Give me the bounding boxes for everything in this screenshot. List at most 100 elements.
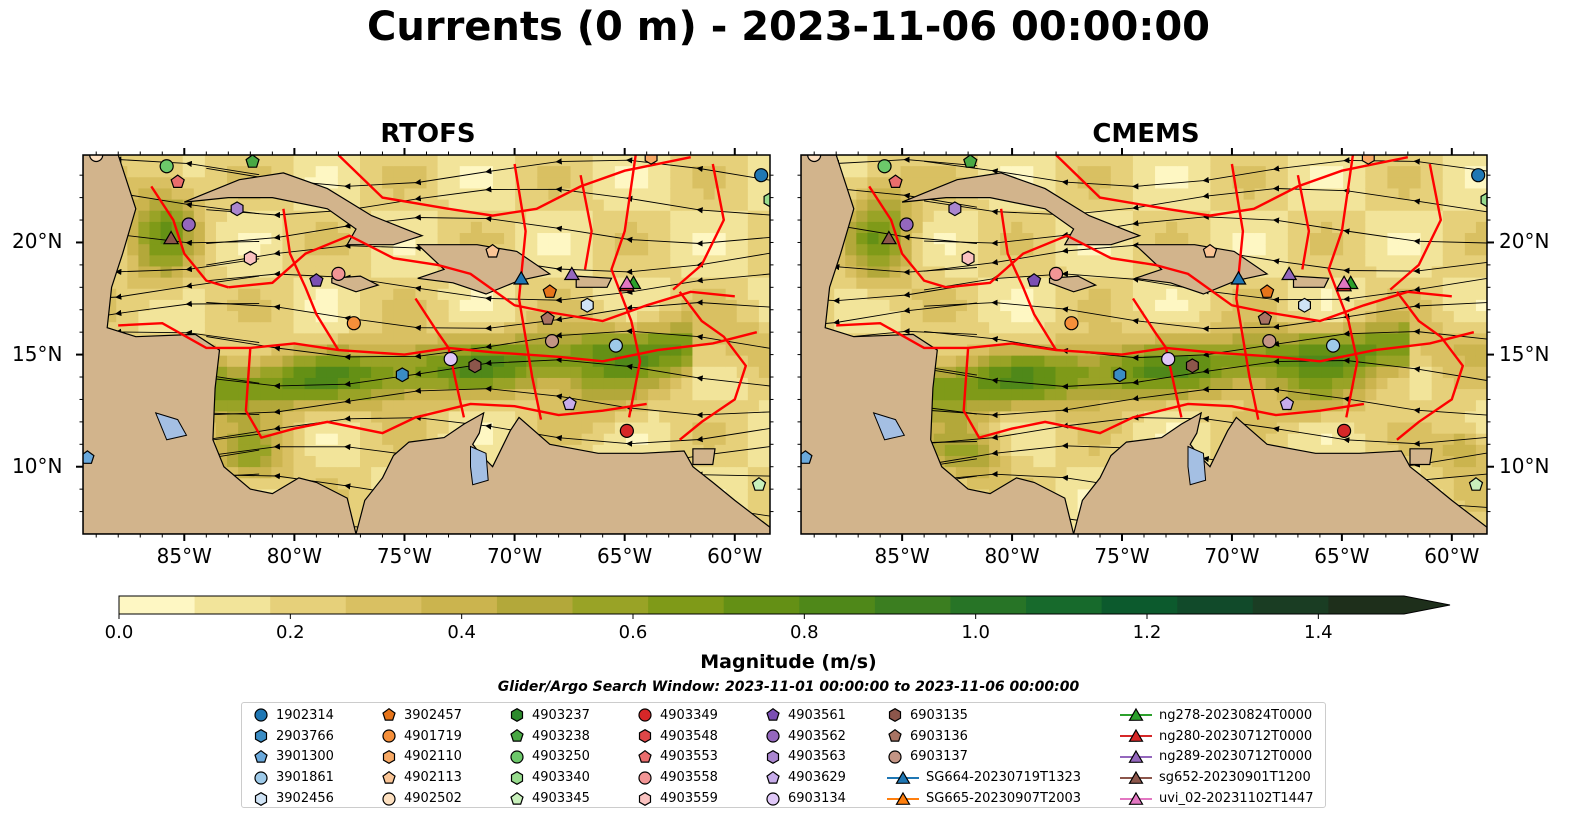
- cmems-speed-cell: [966, 455, 979, 468]
- rtofs-speed-cell: [581, 322, 594, 334]
- rtofs-speed-cell: [260, 199, 272, 212]
- cmems-marker-ng289-20230712T0000: [1281, 266, 1298, 281]
- cmems-speed-cell: [1276, 221, 1289, 234]
- cmems-speed-cell: [900, 299, 913, 312]
- cmems-speed-cell: [1144, 422, 1156, 435]
- cmems-speed-cell: [1431, 422, 1444, 435]
- cmems-speed-cell: [1398, 377, 1411, 390]
- cmems-speed-cell: [1431, 299, 1444, 312]
- cmems-speed-cell: [1475, 355, 1487, 368]
- rtofs-speed-cell: [271, 377, 284, 390]
- cmems-marker-6903136: [1257, 311, 1273, 325]
- cmems-speed-cell: [989, 455, 1001, 468]
- rtofs-speed-cell: [492, 221, 505, 234]
- cmems-speed-cell: [1188, 166, 1200, 178]
- cmems-speed-cell: [978, 377, 990, 390]
- cmems-speed-cell: [1442, 166, 1455, 178]
- cmems-speed-cell: [1398, 244, 1411, 256]
- cmems-speed-cell: [1210, 366, 1223, 379]
- rtofs-speed-cell: [260, 333, 272, 346]
- rtofs-speed-cell: [360, 188, 372, 201]
- cmems-speed-cell: [1464, 489, 1477, 502]
- cmems-speed-cell: [1099, 366, 1112, 379]
- cmems-speed-cell: [1254, 177, 1267, 190]
- rtofs-speed-cell: [215, 322, 228, 334]
- rtofs-speed-cell: [670, 389, 682, 401]
- cmems-speed-cell: [1332, 411, 1344, 424]
- rtofs-speed-cell: [127, 255, 140, 268]
- legend-item: 4903340: [508, 767, 590, 788]
- rtofs-speed-cell: [526, 322, 538, 334]
- rtofs-eez-line: [672, 163, 726, 291]
- cmems-speed-cell: [911, 188, 924, 201]
- legend-item: 4903559: [636, 788, 718, 809]
- cmems-speed-cell: [955, 322, 968, 334]
- legend-label: 4901719: [404, 728, 462, 744]
- cmems-speed-cell: [933, 221, 946, 234]
- rtofs-speed-cell: [492, 177, 505, 190]
- rtofs-speed-cell: [304, 467, 317, 479]
- rtofs-speed-cell: [249, 288, 261, 301]
- rtofs-speed-cell: [215, 177, 228, 190]
- legend-label: 4903553: [660, 749, 718, 765]
- cmems-speed-cell: [1431, 400, 1444, 412]
- rtofs-speed-cell: [215, 210, 228, 223]
- cmems-speed-cell: [1420, 333, 1433, 346]
- cmems-speed-cell: [1254, 244, 1267, 256]
- rtofs-speed-cell: [293, 455, 306, 468]
- rtofs-speed-cell: [659, 244, 671, 256]
- colorbar-segment: [496, 596, 574, 614]
- rtofs-speed-cell: [404, 333, 417, 346]
- cmems-speed-cell: [922, 288, 935, 301]
- cmems-marker-4902502: [807, 155, 822, 163]
- rtofs-speed-cell: [293, 311, 306, 323]
- cmems-speed-cell: [978, 299, 990, 312]
- rtofs-eez-line: [610, 155, 642, 418]
- cmems-speed-cell: [955, 155, 968, 167]
- rtofs-speed-cell: [492, 411, 505, 424]
- rtofs-speed-cell: [736, 188, 749, 201]
- cmems-speed-cell: [955, 311, 968, 323]
- rtofs-speed-cell: [315, 467, 328, 479]
- rtofs-speed-cell: [371, 366, 383, 379]
- cmems-speed-cell: [1110, 266, 1123, 279]
- rtofs-speed-cell: [581, 366, 594, 379]
- rtofs-speed-cell: [393, 433, 405, 446]
- rtofs-speed-cell: [249, 221, 261, 234]
- cmems-streamline: [801, 243, 977, 276]
- rtofs-speed-cell: [637, 333, 649, 346]
- cmems-speed-cell: [1033, 355, 1046, 368]
- rtofs-speed-cell: [171, 199, 184, 212]
- cmems-speed-cell: [1099, 166, 1112, 178]
- rtofs-speed-cell: [703, 188, 716, 201]
- rtofs-speed-cell: [681, 400, 694, 412]
- cmems-speed-cell: [1376, 233, 1389, 245]
- cmems-speed-cell: [966, 389, 979, 401]
- rtofs-speed-cell: [426, 400, 439, 412]
- cmems-speed-cell: [1475, 400, 1487, 412]
- cmems-speed-cell: [922, 322, 935, 334]
- rtofs-speed-cell: [747, 221, 760, 234]
- cmems-speed-cell: [1442, 244, 1455, 256]
- cmems-speed-cell: [1431, 355, 1444, 368]
- rtofs-speed-cell: [348, 333, 361, 346]
- rtofs-speed-cell: [215, 389, 228, 401]
- cmems-speed-cell: [1343, 411, 1355, 424]
- cmems-speed-cell: [1376, 366, 1389, 379]
- rtofs-speed-cell: [160, 266, 173, 279]
- cmems-speed-cell: [1199, 199, 1211, 212]
- rtofs-speed-cell: [337, 455, 350, 468]
- cmems-speed-cell: [1166, 311, 1178, 323]
- legend-label: 3901300: [276, 749, 334, 765]
- cmems-speed-cell: [1232, 366, 1245, 379]
- rtofs-speed-cell: [603, 233, 616, 245]
- rtofs-speed-cell: [337, 355, 350, 368]
- rtofs-speed-cell: [515, 389, 527, 401]
- cmems-speed-cell: [966, 377, 979, 390]
- rtofs-speed-cell: [260, 311, 272, 323]
- rtofs-speed-cell: [304, 377, 317, 390]
- cmems-speed-cell: [1354, 221, 1366, 234]
- cmems-speed-cell: [1309, 166, 1322, 178]
- cmems-speed-cell: [1387, 422, 1400, 435]
- rtofs-speed-cell: [371, 311, 383, 323]
